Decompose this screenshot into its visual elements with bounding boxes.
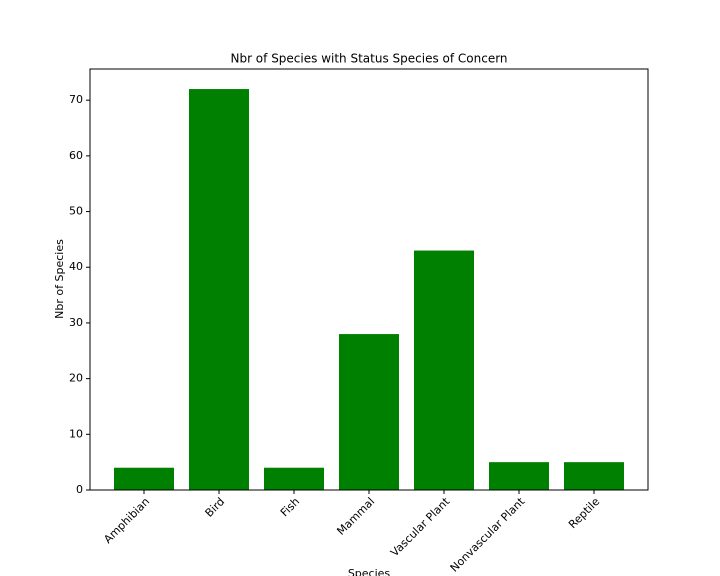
x-tick-label: Bird — [203, 495, 228, 520]
x-tick-label: Vascular Plant — [388, 495, 453, 560]
y-tick-label: 60 — [69, 149, 83, 162]
x-tick-label: Reptile — [566, 495, 602, 531]
x-tick-label: Fish — [278, 495, 302, 519]
y-tick-label: 30 — [69, 316, 83, 329]
y-tick-label: 70 — [69, 93, 83, 106]
bar — [264, 467, 324, 490]
x-tick-label: Nonvascular Plant — [448, 495, 528, 575]
y-tick-label: 0 — [76, 483, 83, 496]
y-tick-label: 50 — [69, 205, 83, 218]
chart-title: Nbr of Species with Status Species of Co… — [230, 52, 507, 66]
bar — [339, 334, 399, 490]
bar — [564, 462, 624, 490]
y-axis-label: Nbr of Species — [53, 239, 66, 319]
y-tick-label: 10 — [69, 427, 83, 440]
x-tick-label: Mammal — [334, 495, 377, 538]
bar — [414, 250, 474, 490]
y-tick-label: 20 — [69, 372, 83, 385]
plot-frame — [89, 68, 649, 491]
x-tick-label: Amphibian — [101, 495, 152, 546]
bar — [189, 89, 249, 491]
bar — [489, 462, 549, 490]
bar — [114, 467, 174, 490]
y-tick-label: 40 — [69, 260, 83, 273]
x-axis-label: Species — [348, 567, 391, 576]
